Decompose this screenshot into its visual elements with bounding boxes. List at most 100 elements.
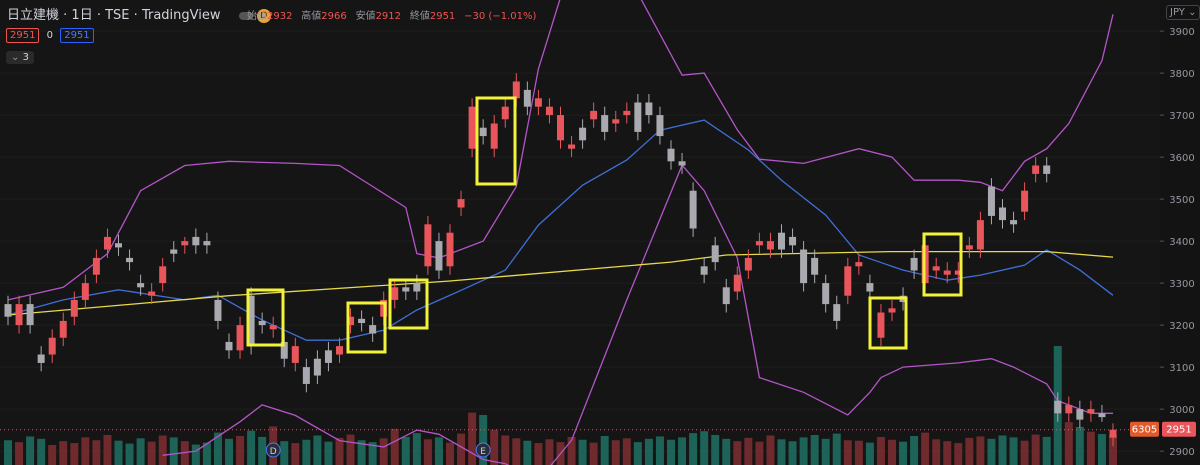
collapsed-count: 3	[22, 52, 29, 63]
volume-bar	[379, 438, 388, 465]
volume-bar	[611, 440, 620, 465]
candle-body	[81, 283, 89, 300]
candle-body	[324, 350, 332, 363]
toggle[interactable]	[238, 11, 253, 20]
highlight-box	[246, 288, 285, 347]
collapse-button[interactable]: ⌄ 3	[6, 51, 34, 64]
candle-body	[545, 106, 553, 116]
y-tick-label: 3300	[1169, 279, 1194, 290]
candle-body	[932, 266, 940, 271]
legend-label: 始値	[247, 11, 267, 22]
legend-value: 2966	[321, 11, 347, 22]
price-tag-bg	[1162, 421, 1196, 437]
volume-bar	[490, 429, 499, 465]
volume-bar	[401, 436, 410, 465]
volume-bar	[191, 444, 200, 465]
legend-value: 2932	[267, 11, 293, 22]
candle-body	[402, 287, 410, 292]
volume-bar	[888, 439, 896, 465]
candle-body	[148, 291, 156, 296]
currency[interactable]: JPY ⌄	[1166, 5, 1200, 20]
volume-bar	[434, 437, 443, 465]
candle-body	[612, 119, 620, 124]
event-label: D	[270, 447, 277, 457]
indicator-value: 0	[46, 30, 54, 41]
volume-bar	[600, 435, 609, 465]
candle-body	[1109, 429, 1117, 438]
change: −30 (−1.01%)	[464, 11, 537, 22]
y-tick-label: 3900	[1169, 27, 1194, 38]
badge[interactable]: D	[256, 8, 271, 23]
candle-body	[181, 241, 189, 246]
candle-body	[4, 304, 12, 317]
volume-bar	[987, 438, 996, 465]
legend-label: 安値	[355, 11, 376, 22]
indicator-value[interactable]: 2951	[60, 28, 94, 43]
indicator-line	[7, 119, 1114, 341]
y-tick-label: 3200	[1169, 321, 1194, 332]
volume-bar	[534, 443, 543, 465]
candle-body	[789, 236, 797, 246]
y-tick-label: 2900	[1169, 447, 1194, 458]
candle-body	[313, 358, 321, 376]
candle-body	[59, 320, 67, 338]
y-tick-label: 3000	[1169, 405, 1194, 416]
volume-bar	[1042, 436, 1051, 465]
volume-bar	[589, 442, 598, 465]
volume-bar	[788, 441, 797, 465]
candle-body	[778, 232, 785, 250]
y-tick-label: 3500	[1169, 195, 1194, 206]
candle-body	[126, 257, 134, 263]
candle-body	[1065, 404, 1073, 414]
candle-body	[634, 102, 642, 132]
volume-bar	[821, 438, 830, 465]
interval[interactable]: 1日	[71, 8, 93, 23]
volume-bar	[1031, 434, 1040, 465]
event-marker[interactable]	[475, 442, 491, 458]
candle-body	[48, 337, 56, 355]
volume-bar	[876, 436, 885, 465]
highlight-box	[475, 96, 517, 186]
candle-body	[1043, 165, 1051, 174]
candle-body	[490, 123, 498, 149]
volume-bar	[446, 442, 454, 465]
indicator-line	[7, 250, 1114, 316]
volume-bar	[70, 443, 79, 465]
candle-body	[744, 257, 752, 271]
event-marker[interactable]	[265, 442, 281, 458]
volume-bar	[700, 431, 709, 465]
event-label: E	[480, 447, 486, 457]
volume-bar	[567, 436, 576, 465]
candle-body	[336, 346, 343, 355]
exchange: TSE	[105, 8, 130, 23]
volume-bar	[777, 439, 786, 465]
volume-bar	[512, 438, 521, 465]
candle-body	[92, 257, 100, 275]
volume-bar	[48, 445, 57, 465]
currency-label: JPY	[1170, 7, 1185, 18]
candle-body	[170, 249, 178, 254]
volume-bar	[689, 433, 698, 465]
volume-bar	[932, 439, 941, 465]
candle-body	[457, 199, 465, 208]
volume-bar	[622, 438, 631, 465]
candle-body	[1087, 409, 1095, 414]
legend-label: 終値	[409, 11, 430, 22]
candle-body	[391, 287, 399, 300]
volume-bar	[766, 435, 775, 465]
indicator-line	[162, 163, 1113, 465]
volume-bar	[280, 441, 289, 465]
indicator-value[interactable]: 2951	[6, 28, 40, 43]
volume-bar	[523, 440, 532, 465]
volume-bar	[59, 441, 68, 465]
candle-body	[347, 316, 355, 326]
candle-body	[601, 115, 609, 132]
indicator-row: 2951 0 2951	[6, 28, 94, 43]
candle-body	[446, 232, 454, 267]
volume-tag-bg	[1130, 421, 1159, 437]
volume-bar	[943, 441, 952, 465]
candle-body	[877, 312, 885, 338]
volume-bar	[302, 439, 311, 465]
volume-bar	[965, 437, 974, 465]
